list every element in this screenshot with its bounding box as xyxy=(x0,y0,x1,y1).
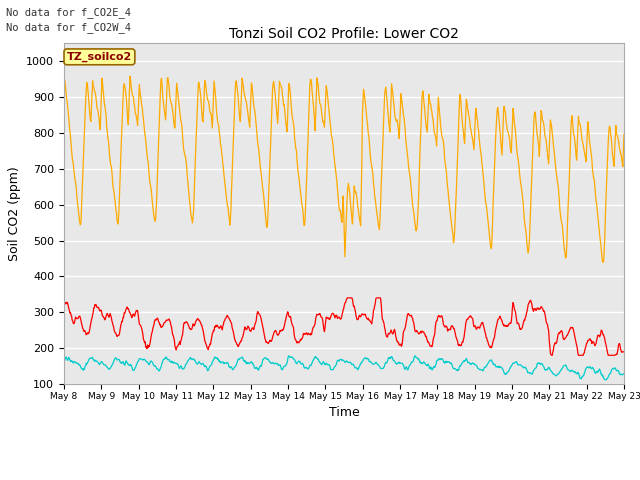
Line: Tree2 -8cm: Tree2 -8cm xyxy=(64,356,624,380)
Line: Open -8cm: Open -8cm xyxy=(64,298,624,355)
Tree2 -8cm xyxy=(285,353,292,359)
Tree -8cm xyxy=(602,214,609,220)
Open -8cm xyxy=(593,336,601,341)
Line: Tree -8cm: Tree -8cm xyxy=(64,76,624,262)
Tree2 -8cm xyxy=(390,358,398,364)
Open -8cm xyxy=(60,302,68,308)
Text: TZ_soilco2: TZ_soilco2 xyxy=(67,52,132,62)
Tree -8cm xyxy=(292,147,300,153)
Tree -8cm xyxy=(592,198,600,204)
Tree2 -8cm xyxy=(164,357,172,363)
Tree2 -8cm xyxy=(620,371,628,377)
Tree2 -8cm xyxy=(602,377,609,383)
Open -8cm xyxy=(164,317,172,323)
Open -8cm xyxy=(344,295,351,301)
Tree2 -8cm xyxy=(593,369,600,374)
Title: Tonzi Soil CO2 Profile: Lower CO2: Tonzi Soil CO2 Profile: Lower CO2 xyxy=(229,27,459,41)
Open -8cm xyxy=(390,326,398,332)
Tree2 -8cm xyxy=(60,359,68,365)
Tree2 -8cm xyxy=(602,377,610,383)
Open -8cm xyxy=(602,341,610,347)
Tree -8cm xyxy=(87,119,95,124)
Open -8cm xyxy=(548,352,556,358)
Tree -8cm xyxy=(390,102,398,108)
Open -8cm xyxy=(620,349,628,355)
Text: No data for f_CO2W_4: No data for f_CO2W_4 xyxy=(6,22,131,33)
Open -8cm xyxy=(292,338,300,344)
Tree -8cm xyxy=(620,132,628,137)
Tree -8cm xyxy=(60,73,68,79)
X-axis label: Time: Time xyxy=(328,406,360,419)
Tree -8cm xyxy=(164,75,172,81)
Y-axis label: Soil CO2 (ppm): Soil CO2 (ppm) xyxy=(8,166,20,261)
Text: No data for f_CO2E_4: No data for f_CO2E_4 xyxy=(6,7,131,18)
Open -8cm xyxy=(87,320,95,326)
Tree -8cm xyxy=(599,259,607,265)
Tree2 -8cm xyxy=(293,360,301,366)
Tree2 -8cm xyxy=(87,355,95,361)
